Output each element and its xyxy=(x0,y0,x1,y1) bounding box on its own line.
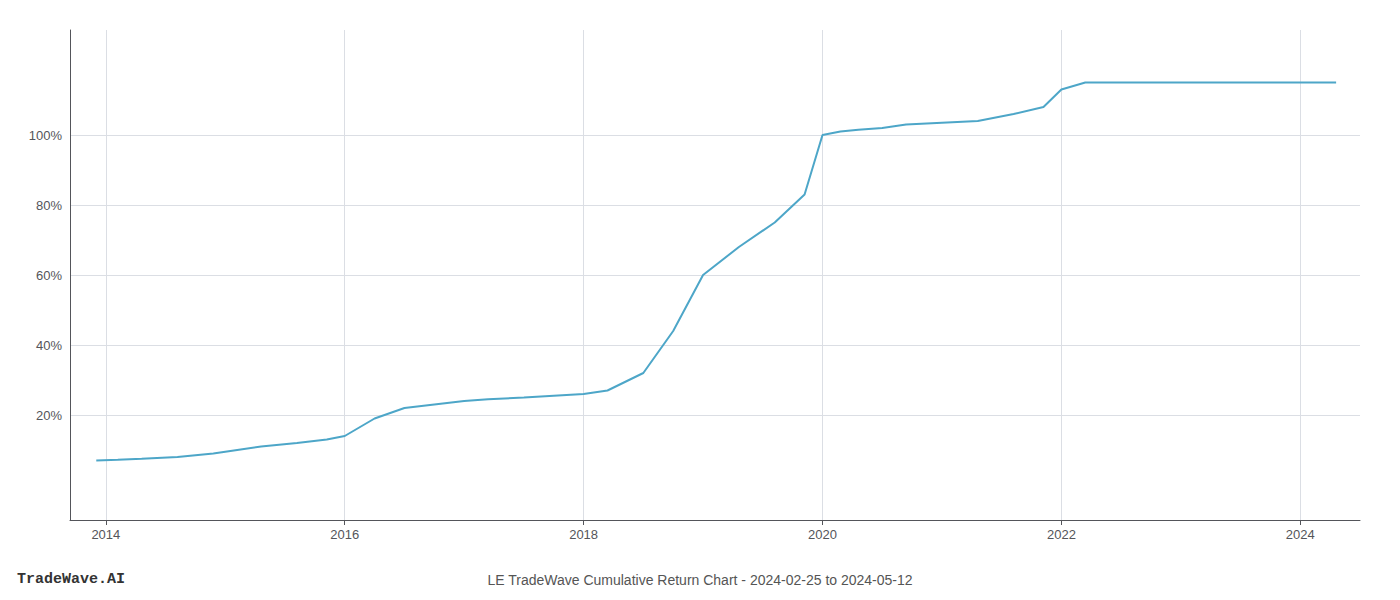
svg-text:20%: 20% xyxy=(36,408,62,423)
svg-text:2016: 2016 xyxy=(330,527,359,542)
svg-text:2018: 2018 xyxy=(569,527,598,542)
svg-text:100%: 100% xyxy=(29,128,63,143)
svg-text:2014: 2014 xyxy=(91,527,120,542)
svg-text:2022: 2022 xyxy=(1047,527,1076,542)
svg-text:LE TradeWave Cumulative Return: LE TradeWave Cumulative Return Chart - 2… xyxy=(487,572,912,588)
svg-text:40%: 40% xyxy=(36,338,62,353)
svg-text:2024: 2024 xyxy=(1286,527,1315,542)
svg-text:TradeWave.AI: TradeWave.AI xyxy=(17,571,125,588)
svg-text:60%: 60% xyxy=(36,268,62,283)
svg-text:80%: 80% xyxy=(36,198,62,213)
svg-text:2020: 2020 xyxy=(808,527,837,542)
